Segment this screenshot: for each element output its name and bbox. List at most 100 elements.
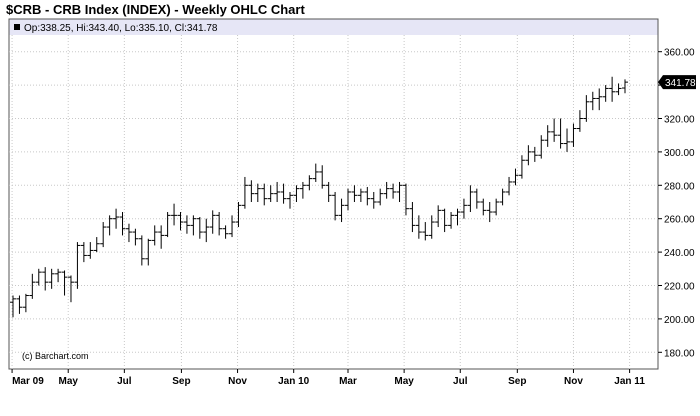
- ohlc-bar: [87, 242, 94, 259]
- ohlc-bar: [390, 183, 397, 199]
- ohlc-bar: [415, 215, 422, 239]
- y-tick-label: 200.00: [664, 315, 695, 326]
- ohlc-bar: [222, 225, 229, 239]
- ohlc-bar: [55, 268, 62, 283]
- ohlc-bar: [35, 268, 42, 286]
- x-tick-label: Sep: [508, 376, 526, 387]
- ohlc-bar: [164, 212, 171, 238]
- ohlc-bar: [364, 186, 371, 206]
- ohlc-bar: [177, 212, 184, 231]
- ohlc-bar: [622, 79, 628, 94]
- ohlc-bar: [299, 181, 306, 199]
- ohlc-bar: [357, 188, 364, 202]
- ohlc-bar: [377, 188, 384, 206]
- ohlc-bar: [344, 188, 351, 211]
- ohlc-bar: [10, 295, 16, 318]
- ohlc-bar: [325, 181, 332, 202]
- ohlc-bar: [100, 222, 107, 248]
- ohlc-bar: [435, 205, 442, 228]
- ohlc-bar: [570, 123, 577, 147]
- ohlc-bar: [518, 155, 525, 179]
- watermark: (c) Barchart.com: [22, 351, 89, 361]
- ohlc-bar: [596, 88, 603, 111]
- ohlc-bar: [493, 198, 500, 216]
- ohlc-bar: [61, 270, 68, 296]
- y-tick-label: 240.00: [664, 248, 695, 259]
- ohlc-bar: [312, 163, 319, 182]
- y-tick-label: 320.00: [664, 115, 695, 126]
- ohlc-bar: [183, 215, 190, 234]
- chart-title: $CRB - CRB Index (INDEX) - Weekly OHLC C…: [6, 2, 305, 17]
- x-tick-label: Mar: [339, 376, 357, 387]
- ohlc-bar: [158, 225, 165, 249]
- ohlc-bar: [609, 76, 616, 102]
- y-tick-label: 220.00: [664, 282, 695, 293]
- ohlc-bar: [42, 267, 49, 291]
- ohlc-bar: [203, 218, 210, 243]
- last-price-label: 341.78: [665, 78, 696, 89]
- ohlc-bar: [338, 198, 345, 223]
- ohlc-bar: [370, 191, 377, 209]
- x-tick-label: May: [394, 376, 414, 387]
- ohlc-bar: [383, 181, 390, 199]
- ohlc-bar: [138, 235, 145, 266]
- x-tick-label: Mar 09: [12, 376, 44, 387]
- x-axis: Mar 09 May Jul Sep Nov Jan 10 Mar May Jul Sep Nov J…: [11, 369, 645, 387]
- ohlc-bar: [171, 203, 178, 226]
- ohlc-bar: [551, 118, 558, 142]
- ohlc-bar: [525, 145, 532, 166]
- ohlc-bar: [422, 222, 429, 241]
- ohlc-bar: [332, 191, 339, 221]
- ohlc-bar: [544, 125, 551, 147]
- last-price-tag-bg: [658, 75, 696, 90]
- ohlc-bar: [67, 275, 74, 303]
- y-tick-label: 180.00: [664, 348, 695, 359]
- ohlc-bar: [145, 238, 152, 266]
- ohlc-bar: [151, 225, 158, 246]
- y-tick-label: 360.00: [664, 48, 695, 59]
- legend-swatch: [14, 24, 20, 30]
- ohlc-bar: [589, 91, 596, 111]
- ohlc-bar: [409, 202, 416, 233]
- ohlc-bar: [564, 128, 571, 152]
- x-tick-label: Jan 11: [614, 376, 645, 387]
- ohlc-bar: [396, 181, 403, 202]
- ohlc-bar: [113, 208, 120, 229]
- ohlc-bar: [29, 273, 36, 299]
- ohlc-bar: [209, 210, 216, 234]
- ohlc-bar: [583, 95, 590, 122]
- ohlc-bar: [216, 212, 223, 236]
- ohlc-bar: [306, 175, 313, 191]
- ohlc-bar: [506, 176, 513, 196]
- ohlc-bar: [615, 83, 622, 96]
- x-tick-label: Nov: [564, 376, 583, 387]
- ohlc-bar: [241, 176, 248, 209]
- ohlc-bar: [473, 188, 480, 209]
- ohlc-bar: [74, 242, 81, 289]
- last-price-tag: 341.78: [658, 75, 696, 90]
- ohlc-bar: [538, 135, 545, 159]
- ohlc-bar: [602, 85, 609, 102]
- x-tick-label: Nov: [228, 376, 247, 387]
- header-band: [9, 19, 658, 35]
- ohlc-bar: [261, 183, 268, 206]
- ohlc-bar: [132, 228, 139, 246]
- ohlc-bar: [190, 215, 197, 236]
- ohlc-bar: [460, 198, 467, 219]
- ohlc-bar: [287, 191, 294, 209]
- y-tick-label: 300.00: [664, 148, 695, 159]
- ohlc-bar: [319, 165, 326, 189]
- x-tick-label: May: [58, 376, 78, 387]
- ohlc-bar: [402, 183, 409, 216]
- ohlc-bar: [486, 202, 493, 223]
- ohlc-bar: [441, 208, 448, 233]
- ohlc-bar: [467, 185, 474, 213]
- ohlc-bar: [351, 185, 358, 202]
- ohlc-bar: [119, 212, 126, 236]
- bars-layer: [10, 76, 628, 318]
- ohlc-bar: [499, 188, 506, 206]
- ohlc-bar: [196, 217, 203, 239]
- ohlc-bar: [235, 202, 242, 228]
- ohlc-bar: [93, 237, 100, 253]
- ohlc-bar: [274, 181, 281, 202]
